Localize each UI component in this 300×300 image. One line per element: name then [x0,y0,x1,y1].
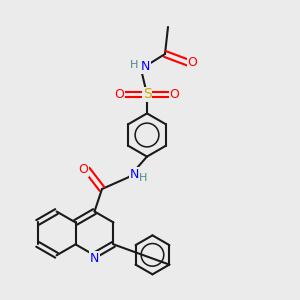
Text: O: O [188,56,197,70]
Text: O: O [115,88,124,101]
Text: O: O [79,163,88,176]
Text: O: O [170,88,179,101]
Text: N: N [130,168,139,181]
Text: H: H [130,60,139,70]
Text: H: H [139,173,148,183]
Text: S: S [142,88,152,101]
Text: N: N [90,252,99,265]
Text: N: N [141,60,150,73]
